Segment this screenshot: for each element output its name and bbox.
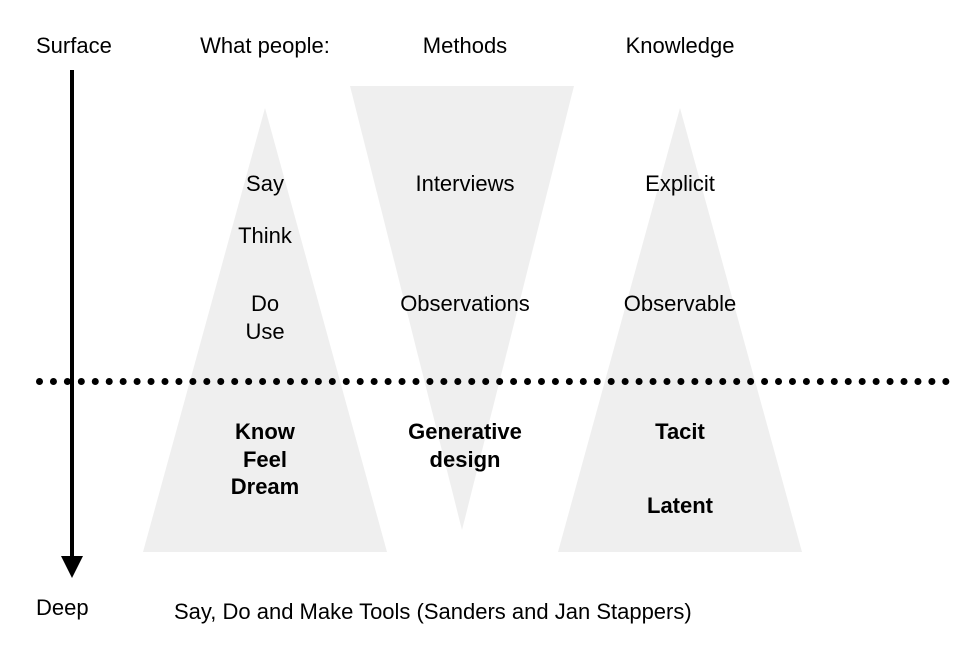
surface-label: Surface bbox=[36, 32, 112, 60]
cell-col2-row0: Interviews bbox=[365, 170, 565, 198]
cell-col1-row3: Know Feel Dream bbox=[165, 418, 365, 501]
cell-col3-row2: Observable bbox=[580, 290, 780, 318]
depth-arrow-line bbox=[70, 70, 74, 558]
header-knowledge: Knowledge bbox=[580, 32, 780, 60]
cell-col3-row4: Latent bbox=[580, 492, 780, 520]
cell-col1-row0: Say bbox=[165, 170, 365, 198]
header-methods: Methods bbox=[365, 32, 565, 60]
cell-col1-row1: Think bbox=[165, 222, 365, 250]
caption: Say, Do and Make Tools (Sanders and Jan … bbox=[174, 598, 692, 626]
deep-label: Deep bbox=[36, 594, 89, 622]
cell-col1-row2: Do Use bbox=[165, 290, 365, 345]
cell-col2-row2: Observations bbox=[365, 290, 565, 318]
cell-col2-row3: Generative design bbox=[365, 418, 565, 473]
cell-col3-row0: Explicit bbox=[580, 170, 780, 198]
triangle-layer bbox=[0, 0, 966, 666]
dotted-divider bbox=[36, 378, 950, 385]
cell-col3-row3: Tacit bbox=[580, 418, 780, 446]
header-what-people: What people: bbox=[165, 32, 365, 60]
depth-arrow-head bbox=[61, 556, 83, 578]
diagram-stage: Surface Deep What people: Methods Knowle… bbox=[0, 0, 966, 666]
